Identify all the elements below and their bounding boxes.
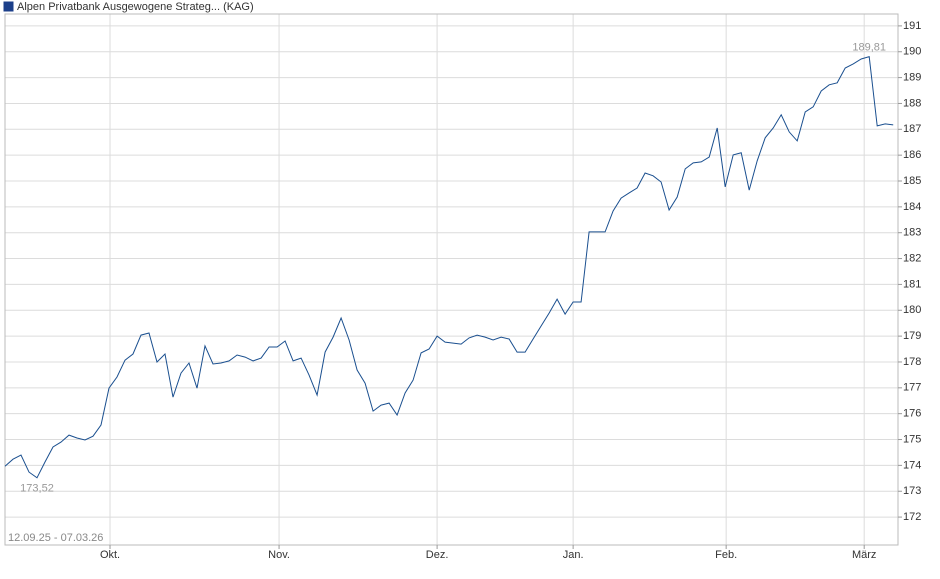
y-tick-label: 173 xyxy=(903,485,921,497)
y-tick-label: 189 xyxy=(903,72,921,84)
y-tick-label: 182 xyxy=(903,252,921,264)
legend-label: Alpen Privatbank Ausgewogene Strateg... … xyxy=(17,1,254,13)
date-range: 12.09.25 - 07.03.26 xyxy=(8,532,103,544)
y-tick-label: 180 xyxy=(903,304,921,316)
point-label: 173,52 xyxy=(20,483,54,495)
y-tick-label: 190 xyxy=(903,46,921,58)
y-tick-label: 178 xyxy=(903,356,921,368)
y-tick-label: 177 xyxy=(903,382,921,394)
y-tick-label: 191 xyxy=(903,20,921,32)
y-tick-label: 179 xyxy=(903,330,921,342)
y-tick-label: 181 xyxy=(903,278,921,290)
x-tick-label: Okt. xyxy=(100,549,120,561)
y-tick-label: 183 xyxy=(903,227,921,239)
y-tick-label: 188 xyxy=(903,97,921,109)
y-tick-label: 186 xyxy=(903,149,921,161)
x-tick-label: März xyxy=(852,549,876,561)
plot-frame xyxy=(4,13,899,546)
y-tick-label: 174 xyxy=(903,459,921,471)
y-tick-label: 187 xyxy=(903,123,921,135)
y-tick-label: 185 xyxy=(903,175,921,187)
y-tick-label: 176 xyxy=(903,408,921,420)
x-tick-label: Jan. xyxy=(563,549,584,561)
y-tick-label: 184 xyxy=(903,201,921,213)
legend-swatch xyxy=(3,1,14,12)
point-label: 189,81 xyxy=(852,42,886,54)
line-series xyxy=(4,56,894,479)
x-tick-label: Nov. xyxy=(268,549,290,561)
x-tick-label: Dez. xyxy=(426,549,449,561)
y-tick-label: 175 xyxy=(903,433,921,445)
y-tick-label: 172 xyxy=(903,511,921,523)
x-tick-label: Feb. xyxy=(715,549,737,561)
